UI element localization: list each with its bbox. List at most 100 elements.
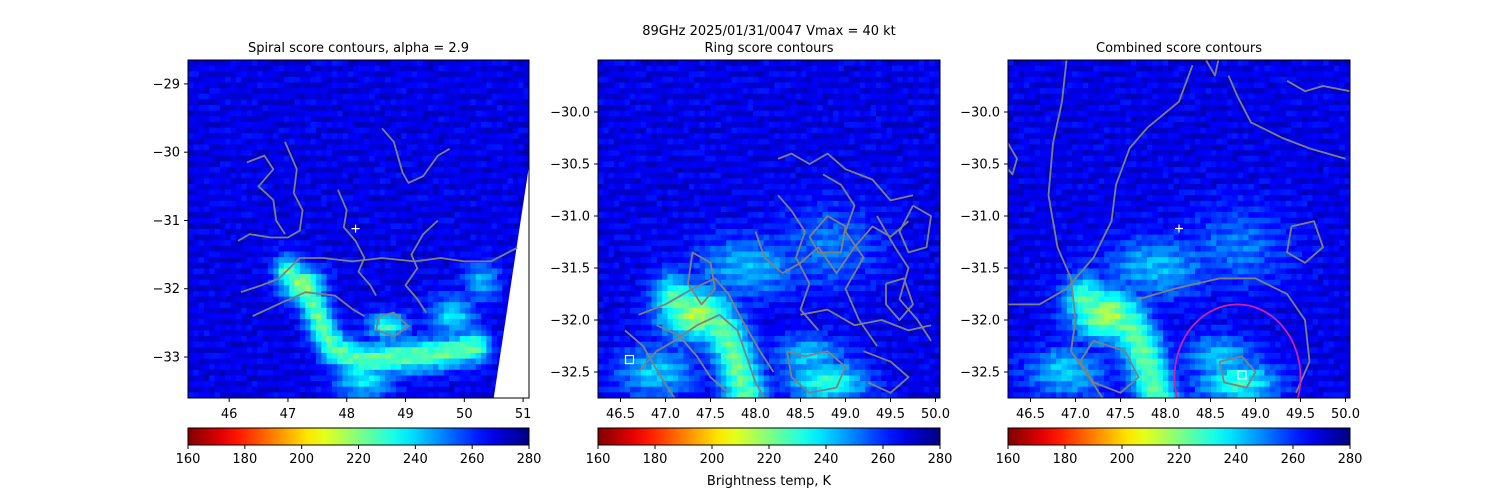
colorbar-tick-label: 260 [1281, 452, 1306, 467]
x-tick-label: 51 [515, 407, 532, 422]
y-tick-label: −30.0 [960, 106, 1000, 121]
contour-line [1205, 60, 1220, 77]
contour-line [337, 189, 377, 297]
axes-frame [597, 59, 941, 399]
center-plus-marker [351, 224, 360, 233]
colorbar-tick-label: 260 [871, 452, 896, 467]
y-tick-label: −30.0 [550, 106, 590, 121]
colorbar-tick-label: 180 [1053, 452, 1078, 467]
contour-line [687, 251, 716, 306]
contour-line [1286, 220, 1324, 264]
colorbar-tick-label: 240 [814, 452, 839, 467]
score-contours [237, 127, 518, 338]
x-tick-label: 49.5 [876, 407, 905, 422]
center-plus-marker [1175, 224, 1183, 233]
y-tick-label: −31.5 [960, 262, 1000, 277]
x-tick-label: 49.5 [1286, 407, 1315, 422]
score-contours [1008, 60, 1350, 398]
x-tick-label: 46 [221, 407, 238, 422]
x-tick-label: 46.5 [1016, 407, 1045, 422]
x-tick-label: 48.0 [741, 407, 770, 422]
colorbar-tick-label: 240 [1224, 452, 1249, 467]
colorbar-tick-label: 220 [1167, 452, 1192, 467]
y-tick-label: −30.5 [550, 158, 590, 173]
y-tick-label: −32.5 [550, 366, 590, 381]
contour-line [1286, 80, 1350, 93]
contour-line [637, 313, 766, 398]
contour-line [1008, 64, 1194, 306]
x-tick-label: 47.5 [696, 407, 725, 422]
contour-line [404, 219, 439, 314]
x-tick-label: 48.0 [1151, 407, 1180, 422]
contour-line [246, 154, 286, 235]
contour-line [1047, 60, 1104, 398]
x-tick-label: 46.5 [606, 407, 635, 422]
contour-line [375, 311, 410, 338]
colorbar [187, 427, 530, 446]
y-tick-label: −32.0 [550, 314, 590, 329]
contour-line [885, 277, 914, 321]
colorbar-tick-label: 160 [586, 452, 611, 467]
contour-line [1079, 339, 1140, 394]
y-tick-label: −29 [153, 77, 180, 92]
colorbar-tick-label: 220 [757, 452, 782, 467]
colorbar [1007, 427, 1351, 446]
x-tick-label: 47 [280, 407, 297, 422]
colorbar-tick-label: 200 [700, 452, 725, 467]
panel-title: Combined score contours [1096, 41, 1262, 56]
panel-3: Combined score contours 46.5 47.0 47.5 48.0 4… [960, 41, 1362, 467]
x-tick-label: 49 [397, 407, 414, 422]
panel-title: Spiral score contours, alpha = 2.9 [248, 41, 469, 56]
figure-suptitle: 89GHz 2025/01/31/0047 Vmax = 40 kt [642, 24, 896, 39]
contour-line [800, 308, 932, 332]
contour-line [638, 277, 775, 373]
contour-line [754, 220, 910, 275]
y-tick-label: −31 [153, 214, 180, 229]
contour-line [237, 141, 304, 242]
x-tick-label: 48.5 [1196, 407, 1225, 422]
x-tick-label: 47.0 [1061, 407, 1090, 422]
colorbar-tick-label: 280 [517, 452, 542, 467]
y-tick-label: −31.5 [550, 262, 590, 277]
x-tick-label: 48 [338, 407, 355, 422]
colorbar-tick-label: 160 [176, 452, 201, 467]
x-tick-label: 49.0 [1241, 407, 1270, 422]
x-tick-label: 49.0 [831, 407, 860, 422]
contour-line [1227, 75, 1346, 160]
contour-line [252, 291, 365, 317]
square-marker [1237, 370, 1247, 380]
y-tick-label: −32.5 [960, 366, 1000, 381]
colorbar-tick-label: 200 [1110, 452, 1135, 467]
x-tick-label: 50 [456, 407, 473, 422]
square-marker [624, 354, 635, 365]
colorbar-tick-label: 180 [643, 452, 668, 467]
colorbar-tick-label: 220 [346, 452, 371, 467]
contour-line [777, 194, 820, 331]
y-tick-label: −32.0 [960, 314, 1000, 329]
contour-line [898, 204, 932, 254]
brightness-field [598, 60, 940, 398]
contour-line [656, 324, 730, 394]
colorbar-tick-label: 280 [1338, 452, 1363, 467]
contour-line [786, 350, 847, 394]
colorbar-tick-label: 160 [996, 452, 1021, 467]
score-contours [624, 152, 932, 398]
brightness-field [188, 60, 529, 398]
contour-line [876, 215, 932, 342]
y-tick-label: −33 [153, 351, 180, 366]
y-tick-label: −32 [153, 282, 180, 297]
x-tick-label: 50.0 [921, 407, 950, 422]
contour-line [863, 350, 910, 394]
colorbar-tick-label: 280 [928, 452, 953, 467]
x-tick-label: 47.5 [1106, 407, 1135, 422]
contour-line [777, 152, 914, 202]
contour-line [1138, 277, 1311, 394]
ring-fit-circle [1173, 303, 1302, 398]
contour-line [381, 127, 451, 184]
y-tick-label: −31.0 [960, 210, 1000, 225]
panel-2: Ring score contours 46.5 47.0 47.5 48.0 48.5 4… [550, 41, 952, 467]
colorbar-tick-label: 180 [232, 452, 257, 467]
colorbar-tick-label: 260 [460, 452, 485, 467]
contour-line [624, 329, 676, 398]
